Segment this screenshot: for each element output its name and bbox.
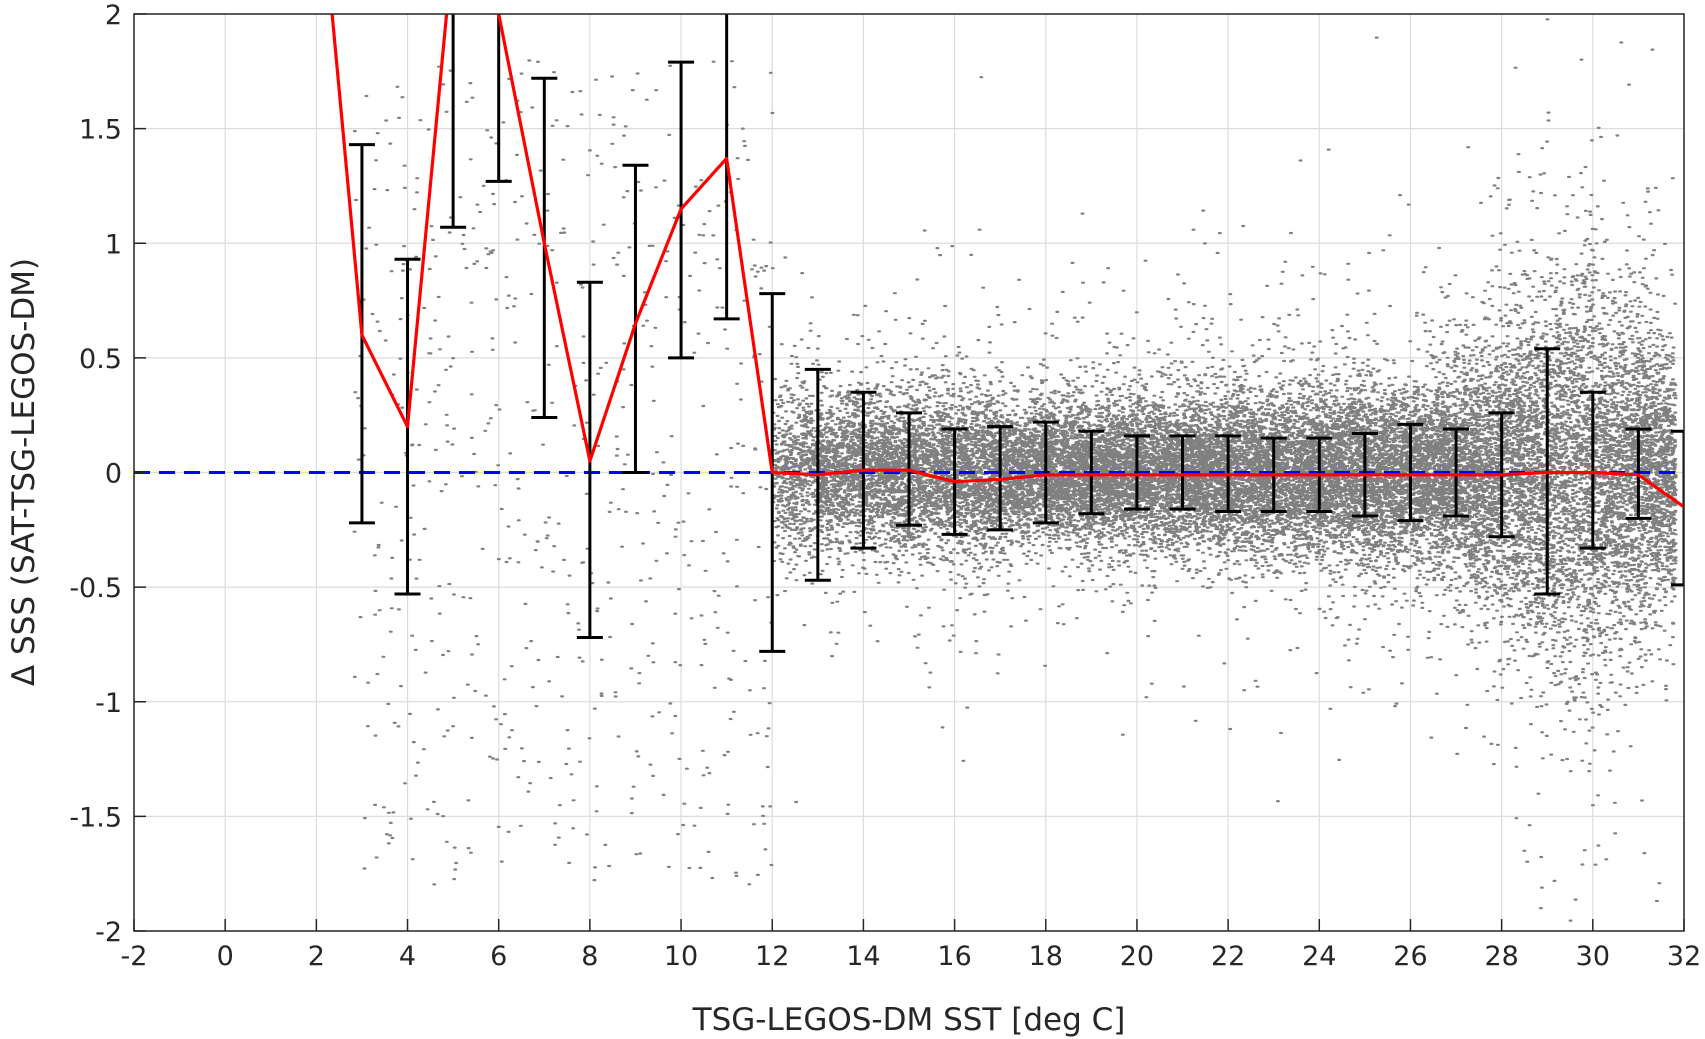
x-tick-label: -2	[121, 941, 148, 972]
x-axis-title: TSG-LEGOS-DM SST [deg C]	[692, 1002, 1126, 1038]
x-tick-label: 32	[1667, 941, 1701, 972]
x-tick-label: 0	[217, 941, 234, 972]
y-tick-label: -2	[95, 917, 122, 948]
mean-line	[330, 14, 1684, 509]
x-tick-label: 12	[755, 941, 789, 972]
axis-ticks: -2 0 2 4 6 8 10 12 14 16 18 20 22 24 26 28 30 32-2-1.5-1-…	[69, 0, 1701, 972]
y-tick-label: 0.5	[79, 344, 122, 375]
x-tick-label: 24	[1302, 941, 1336, 972]
x-tick-label: 8	[581, 941, 598, 972]
error-bar	[1169, 434, 1196, 511]
y-tick-label: -0.5	[69, 573, 122, 604]
y-tick-label: 1	[105, 229, 122, 260]
x-tick-label: 6	[490, 941, 507, 972]
error-bar	[440, 14, 467, 229]
error-bar	[485, 14, 512, 183]
error-bar	[1579, 390, 1606, 550]
x-tick-label: 16	[937, 941, 971, 972]
x-tick-label: 30	[1576, 941, 1610, 972]
x-tick-label: 20	[1120, 941, 1154, 972]
x-tick-label: 4	[399, 941, 416, 972]
error-bar	[1443, 427, 1470, 518]
error-bar	[1671, 429, 1684, 587]
x-tick-label: 2	[308, 941, 325, 972]
x-tick-label: 22	[1211, 941, 1245, 972]
y-tick-label: 2	[105, 0, 122, 31]
x-tick-label: 18	[1029, 941, 1063, 972]
error-bar	[1032, 420, 1059, 525]
x-tick-label: 14	[846, 941, 880, 972]
error-bar	[1123, 434, 1150, 511]
mean-curve	[330, 14, 1684, 509]
y-tick-label: -1	[95, 688, 122, 719]
y-tick-label: 1.5	[79, 115, 122, 146]
error-bar	[1078, 429, 1105, 516]
error-bar	[1397, 422, 1424, 523]
x-tick-label: 26	[1393, 941, 1427, 972]
y-axis-title: Δ SSS (SAT-TSG-LEGOS-DM)	[6, 258, 42, 686]
x-tick-label: 28	[1484, 941, 1518, 972]
y-tick-label: 0	[105, 459, 122, 490]
x-tick-label: 10	[664, 941, 698, 972]
error-bar	[622, 163, 649, 474]
y-tick-label: -1.5	[69, 802, 122, 833]
